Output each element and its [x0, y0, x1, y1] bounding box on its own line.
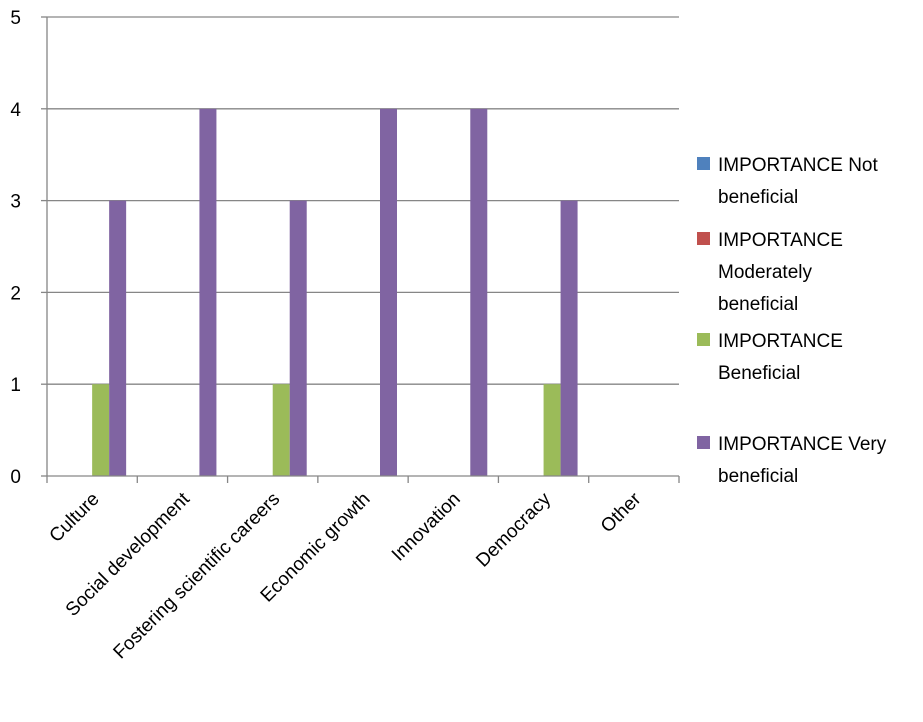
axes	[41, 16, 680, 483]
y-tick-label: 1	[10, 375, 21, 396]
bar	[470, 108, 488, 477]
legend-label: IMPORTANCE Moderately beneficial	[718, 230, 843, 315]
bar	[272, 384, 290, 476]
y-tick-label: 0	[10, 467, 21, 488]
category-label: Innovation	[388, 489, 465, 566]
category-label: Democracy	[472, 488, 555, 571]
legend-swatch	[697, 157, 710, 170]
y-tick-label: 3	[10, 192, 21, 213]
bars	[92, 108, 578, 477]
y-tick-label: 5	[10, 8, 21, 29]
legend: IMPORTANCE Not beneficial IMPORTANCE Modera…	[697, 155, 887, 487]
legend-swatch	[697, 436, 710, 449]
bar	[92, 384, 110, 476]
legend-swatch	[697, 333, 710, 346]
legend-label: IMPORTANCE Very beneficial	[718, 434, 887, 487]
bar	[109, 200, 127, 476]
y-tick-labels: 0 1 2 3 4 5	[10, 8, 21, 488]
gridlines	[47, 16, 679, 385]
bar	[380, 108, 397, 477]
legend-label: IMPORTANCE Beneficial	[718, 331, 843, 384]
y-tick-label: 4	[10, 100, 21, 121]
category-label: Fostering scientific careers	[110, 489, 285, 664]
bar	[560, 200, 578, 476]
category-label: Other	[597, 488, 646, 537]
legend-label: IMPORTANCE Not beneficial	[718, 155, 878, 208]
legend-swatch	[697, 232, 710, 245]
bar	[289, 200, 307, 476]
category-label: Culture	[46, 489, 104, 547]
y-tick-label: 2	[10, 283, 21, 304]
bar	[199, 108, 217, 477]
bar	[543, 384, 561, 476]
